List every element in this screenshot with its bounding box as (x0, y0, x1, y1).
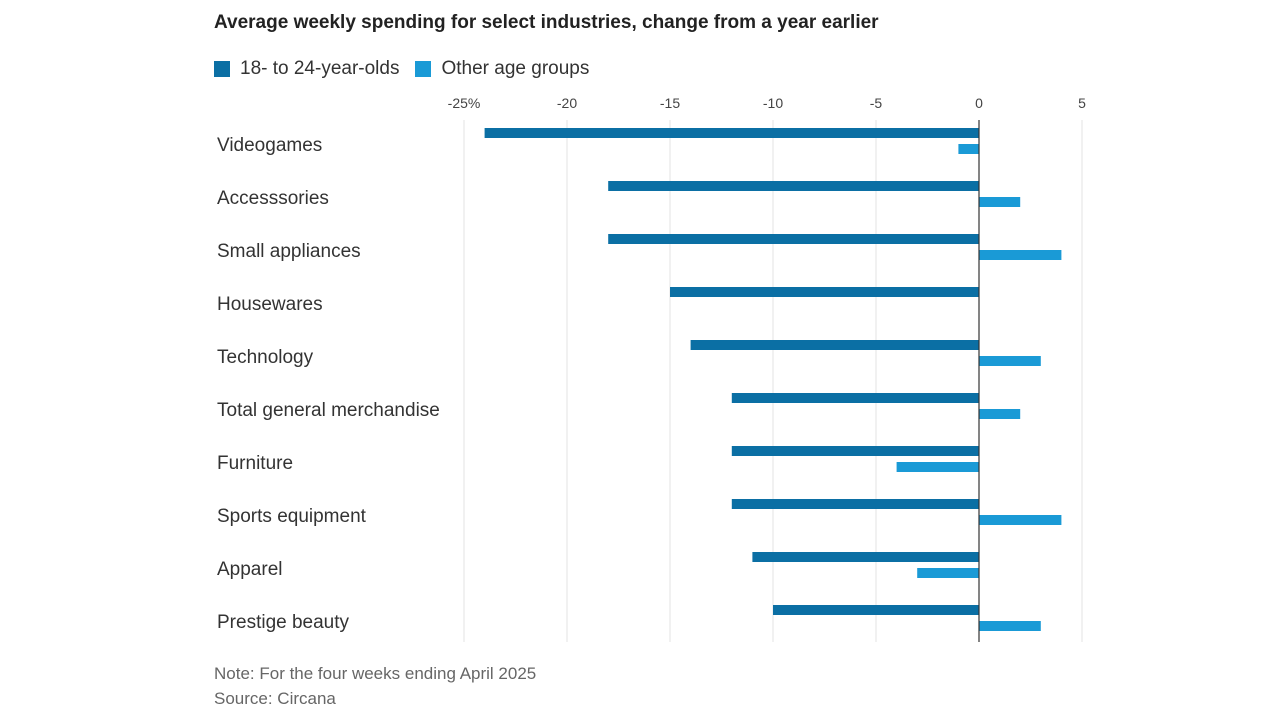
category-label-4: Technology (217, 347, 314, 368)
x-tick-label-6: 5 (1078, 95, 1086, 111)
bar-series-1-8 (752, 552, 979, 562)
category-label-7: Sports equipment (217, 506, 367, 527)
category-label-1: Accesssories (217, 188, 329, 209)
bar-series-2-1 (979, 197, 1021, 207)
category-label-8: Apparel (217, 559, 283, 580)
category-label-9: Prestige beauty (217, 612, 350, 633)
legend-item-series-2: Other age groups (415, 58, 589, 80)
category-label-3: Housewares (217, 294, 323, 315)
legend: 18- to 24-year-olds Other age groups (214, 58, 605, 80)
x-tick-label-1: -20 (557, 95, 577, 111)
chart-note: Note: For the four weeks ending April 20… (214, 664, 537, 683)
x-tick-label-0: -25% (448, 95, 481, 111)
bar-series-2-0 (958, 144, 979, 154)
bar-series-2-9 (979, 621, 1041, 631)
category-label-2: Small appliances (217, 241, 361, 262)
x-tick-label-3: -10 (763, 95, 783, 111)
bar-series-1-4 (690, 340, 979, 350)
bar-series-1-7 (731, 499, 979, 509)
bar-series-1-9 (773, 605, 979, 615)
legend-swatch-series-2 (415, 61, 432, 77)
bar-series-2-2 (979, 250, 1062, 260)
chart-source: Source: Circana (214, 689, 336, 708)
bar-series-2-6 (896, 462, 979, 472)
bar-series-2-7 (979, 515, 1062, 525)
bar-series-2-5 (979, 409, 1021, 419)
bar-series-1-2 (608, 234, 979, 244)
legend-label-series-2: Other age groups (441, 58, 590, 79)
category-label-6: Furniture (217, 453, 293, 474)
bar-series-1-3 (670, 287, 979, 297)
legend-item-series-1: 18- to 24-year-olds (214, 58, 399, 80)
bar-series-1-0 (484, 128, 979, 138)
bar-series-1-1 (608, 181, 979, 191)
bar-series-2-4 (979, 356, 1041, 366)
x-tick-label-2: -15 (660, 95, 680, 111)
bar-series-2-8 (917, 568, 979, 578)
bar-series-1-6 (731, 446, 979, 456)
chart-title: Average weekly spending for select indus… (214, 12, 879, 33)
legend-swatch-series-1 (214, 61, 230, 77)
category-label-5: Total general merchandise (217, 400, 440, 421)
bar-series-1-5 (731, 393, 979, 403)
x-tick-label-4: -5 (870, 95, 883, 111)
legend-label-series-1: 18- to 24-year-olds (240, 58, 400, 79)
x-tick-label-5: 0 (975, 95, 983, 111)
category-label-0: Videogames (217, 135, 322, 156)
